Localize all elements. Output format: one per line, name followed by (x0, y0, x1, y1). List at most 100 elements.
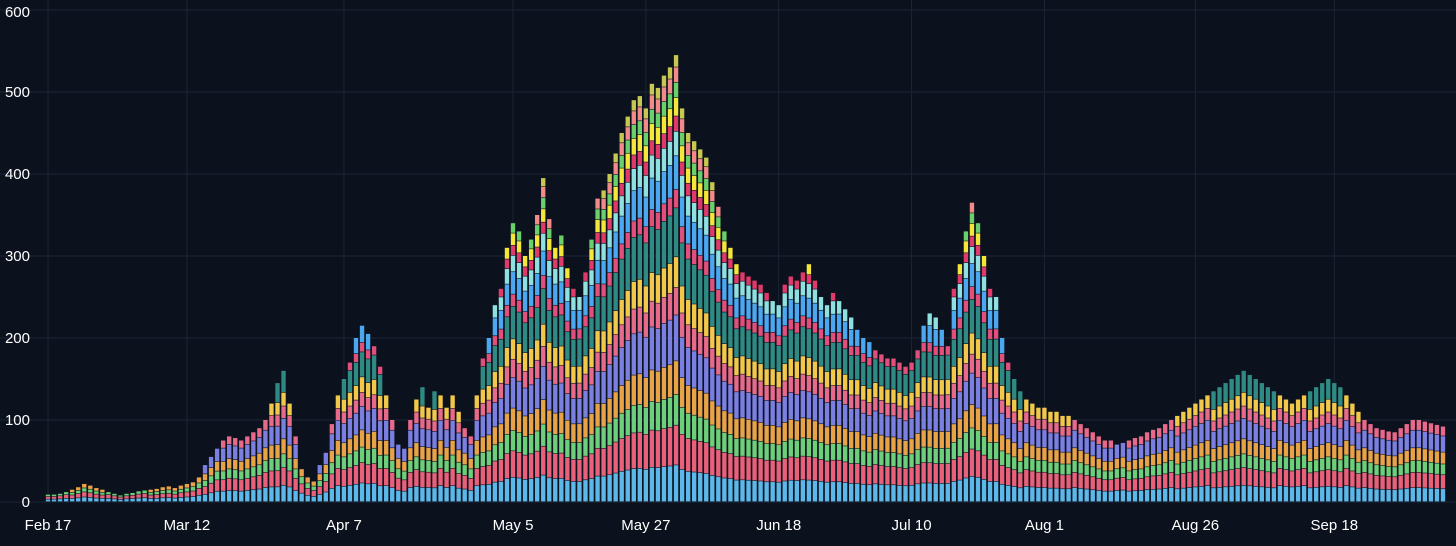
bar-segment (257, 465, 262, 476)
bar-segment (993, 442, 999, 460)
bar-segment (607, 174, 612, 183)
bar-segment (522, 256, 528, 267)
bar-segment (281, 485, 286, 502)
bar-segment (613, 174, 618, 187)
bar-segment (806, 275, 812, 284)
bar-segment (655, 275, 661, 303)
bar-segment (1283, 423, 1289, 443)
bar-segment (1012, 443, 1017, 457)
bar-segment (365, 433, 371, 450)
bar-segment (824, 345, 830, 372)
bar-segment (740, 390, 745, 418)
bar-segment (1096, 444, 1101, 459)
bar-segment (166, 486, 171, 490)
bar-segment (595, 476, 600, 502)
bar-segment (963, 241, 969, 253)
bar-segment (1217, 418, 1222, 429)
bar-segment (1338, 406, 1343, 418)
bar-segment (1060, 464, 1065, 475)
bar-segment (353, 385, 359, 400)
bar-segment (172, 491, 178, 494)
bar-segment (631, 111, 636, 125)
bar-segment (981, 416, 987, 437)
bar-segment (1181, 473, 1186, 488)
bar-segment (830, 301, 836, 314)
bar-segment (746, 276, 751, 285)
bar-segment (408, 472, 413, 488)
bar-segment (1048, 488, 1053, 502)
bar-segment (534, 225, 540, 235)
bar-segment (619, 438, 624, 472)
bar-segment (365, 464, 371, 484)
bar-segment (1181, 433, 1186, 450)
bar-segment (975, 223, 981, 233)
bar-segment (692, 190, 697, 203)
bar-segment (359, 447, 365, 463)
bar-segment (849, 431, 854, 449)
bar-segment (830, 425, 836, 444)
bar-segment (655, 144, 661, 159)
bar-segment (178, 493, 184, 498)
bar-segment (492, 336, 498, 346)
bar-segment (673, 156, 679, 190)
bar-segment (202, 486, 208, 495)
bar-segment (667, 126, 673, 142)
bar-segment (1169, 487, 1174, 502)
bar-segment (915, 383, 920, 398)
bar-segment (891, 389, 896, 403)
bar-segment (951, 329, 957, 339)
bar-segment (233, 479, 238, 491)
bar-segment (492, 461, 498, 482)
bar-segment (1181, 488, 1186, 502)
bar-segment (1253, 412, 1258, 424)
bar-segment (553, 259, 558, 269)
bar-segment (1313, 406, 1319, 418)
bar-segment (933, 431, 938, 449)
bar-segment (1193, 426, 1198, 445)
bar-segment (510, 294, 516, 307)
bar-segment (444, 419, 449, 430)
bar-segment (704, 216, 709, 235)
bar-segment (444, 460, 449, 472)
bar-segment (927, 392, 932, 407)
bar-segment (335, 420, 341, 441)
bar-segment (776, 482, 781, 502)
bar-segment (275, 445, 280, 459)
bar-segment (722, 300, 727, 312)
bar-segment (571, 398, 576, 424)
bar-segment (849, 408, 854, 432)
bar-segment (317, 486, 322, 495)
bar-segment (450, 395, 455, 409)
bar-segment (1350, 458, 1355, 471)
bar-segment (1138, 436, 1144, 445)
bar-segment (758, 364, 763, 381)
bar-segment (1108, 440, 1114, 448)
bar-segment (927, 352, 932, 377)
bar-segment (836, 443, 842, 460)
bar-segment (897, 485, 902, 502)
bar-segment (1036, 447, 1041, 461)
bar-segment (957, 456, 963, 480)
bar-segment (76, 498, 81, 502)
bar-segment (335, 440, 341, 455)
bar-segment (432, 409, 437, 421)
bar-segment (347, 362, 353, 371)
bar-segment (438, 420, 443, 441)
bar-segment (1416, 448, 1421, 461)
bar-segment (384, 395, 389, 409)
bar-segment (571, 424, 576, 443)
bar-segment (921, 377, 926, 393)
bar-segment (993, 310, 999, 329)
bar-segment (559, 383, 564, 412)
bar-segment (1277, 395, 1283, 409)
bar-segment (1169, 461, 1174, 473)
bar-segment (613, 232, 618, 258)
bar-segment (679, 146, 685, 162)
bar-segment (794, 480, 800, 502)
bar-segment (788, 376, 793, 393)
bar-segment (619, 183, 624, 196)
bar-segment (341, 379, 347, 399)
bar-segment (770, 425, 775, 444)
bar-segment (661, 116, 667, 134)
bar-segment (993, 297, 999, 310)
